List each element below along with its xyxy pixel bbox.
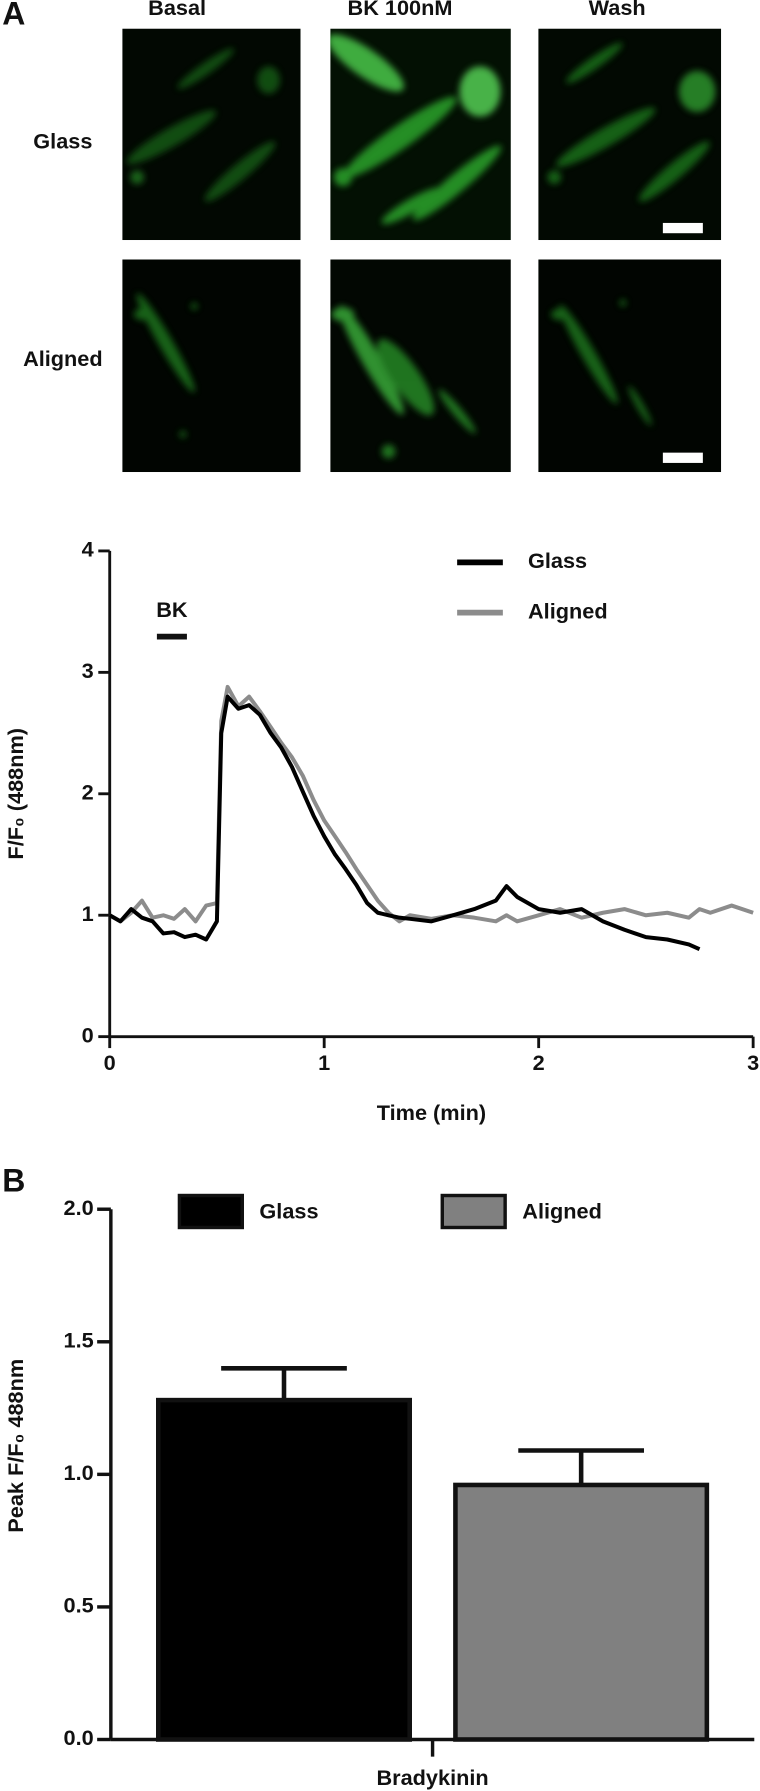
y-tick-label: 3 xyxy=(82,658,94,683)
y-tick-label: 0 xyxy=(82,1022,94,1047)
micrograph xyxy=(538,28,722,241)
column-label: Basal xyxy=(148,0,206,20)
micrograph xyxy=(330,259,511,473)
x-tick-label: 2 xyxy=(533,1050,545,1075)
y-tick-label: 2 xyxy=(82,780,94,805)
panel-label: A xyxy=(2,0,25,32)
panel-label: B xyxy=(2,1162,25,1198)
legend-label: Glass xyxy=(528,548,587,573)
row-label: Glass xyxy=(33,129,92,154)
annotation-label: BK xyxy=(156,597,188,622)
column-label: BK 100nM xyxy=(348,0,453,20)
bar xyxy=(453,1482,710,1742)
legend-label: Aligned xyxy=(522,1198,602,1223)
x-tick-label: 1 xyxy=(318,1050,330,1075)
series-line xyxy=(108,684,754,924)
bar xyxy=(156,1397,412,1742)
legend-label: Glass xyxy=(259,1198,318,1223)
micrograph xyxy=(122,259,301,473)
y-tick-label: 1 xyxy=(82,901,94,926)
micrograph xyxy=(122,28,301,241)
x-axis-label: Time (min) xyxy=(377,1100,486,1125)
y-tick-label: 1.0 xyxy=(64,1460,94,1485)
y-tick-label: 4 xyxy=(82,537,94,562)
row-label: Aligned xyxy=(23,346,103,371)
series-line xyxy=(108,694,701,952)
legend-swatch xyxy=(177,1193,244,1230)
legend-label: Aligned xyxy=(528,598,608,623)
legend-swatch xyxy=(440,1193,507,1230)
x-tick-label: 3 xyxy=(747,1050,759,1075)
x-tick-label: Bradykinin xyxy=(376,1765,488,1790)
y-tick-label: 1.5 xyxy=(64,1328,94,1353)
y-tick-label: 0.0 xyxy=(64,1725,94,1750)
y-axis-label: F/F₀ (488nm) xyxy=(3,728,28,860)
y-axis-label: Peak F/F₀ 488nm xyxy=(3,1359,28,1533)
y-tick-label: 2.0 xyxy=(64,1195,94,1220)
column-label: Wash xyxy=(589,0,646,20)
micrograph xyxy=(538,259,722,473)
x-tick-label: 0 xyxy=(104,1050,116,1075)
y-tick-label: 0.5 xyxy=(64,1593,94,1618)
micrograph xyxy=(330,28,511,241)
